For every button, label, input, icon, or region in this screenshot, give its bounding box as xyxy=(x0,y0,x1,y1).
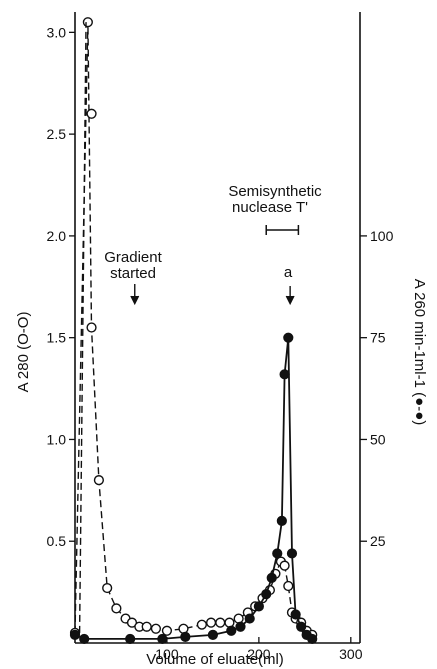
gradient-arrow-head xyxy=(130,295,140,306)
data-point-open xyxy=(86,108,97,119)
data-point-open xyxy=(279,560,290,571)
data-point-filled xyxy=(276,515,287,526)
data-point-open xyxy=(102,582,113,594)
data-point-open xyxy=(141,621,152,632)
peak-annotation-label: a xyxy=(284,264,293,281)
data-point-filled xyxy=(207,629,219,640)
y-right-tick-label: 75 xyxy=(370,330,386,346)
data-point-open xyxy=(161,625,173,636)
data-point-filled xyxy=(235,621,246,632)
data-point-filled xyxy=(296,621,307,632)
gradient-annotation-line2: started xyxy=(110,265,156,282)
data-point-open xyxy=(205,617,217,628)
data-point-filled xyxy=(69,629,81,640)
data-point-filled xyxy=(244,613,255,624)
x-tick-label: 300 xyxy=(339,646,363,662)
data-point-filled xyxy=(266,572,277,583)
data-point-filled xyxy=(272,548,283,559)
data-point-open xyxy=(196,619,207,630)
y-axis-right-label: A 260 min-1ml-1 (●-●) xyxy=(411,279,428,425)
data-point-open xyxy=(178,623,189,634)
data-point-open xyxy=(111,603,122,614)
series-line-0 xyxy=(74,22,313,636)
gradient-annotation-line1: Gradient xyxy=(104,249,162,266)
x-tick-label: 200 xyxy=(247,646,271,662)
data-point-filled xyxy=(283,332,294,343)
data-point-open xyxy=(150,623,162,634)
data-point-filled xyxy=(157,633,168,645)
data-point-filled xyxy=(125,633,136,645)
data-point-filled xyxy=(286,548,298,559)
series-line-early-rise xyxy=(78,22,87,633)
data-point-filled xyxy=(253,601,264,612)
data-point-open xyxy=(283,580,294,592)
data-point-filled xyxy=(279,369,290,380)
y-right-tick-label: 25 xyxy=(370,533,386,549)
peak-arrow-head xyxy=(285,295,295,306)
y-left-tick-label: 1.5 xyxy=(47,330,67,346)
y-left-tick-label: 1.0 xyxy=(47,431,67,447)
y-right-tick-label: 100 xyxy=(370,228,394,244)
y-left-tick-label: 2.5 xyxy=(47,126,67,142)
y-axis-left-label: A 280 (O-O) xyxy=(15,312,32,393)
data-point-filled xyxy=(261,589,272,600)
data-point-filled xyxy=(79,633,90,645)
series-line-2 xyxy=(74,337,313,640)
data-point-filled xyxy=(226,625,237,636)
x-tick-label: 100 xyxy=(155,646,179,662)
data-point-filled xyxy=(180,631,191,642)
data-point-open xyxy=(82,17,93,28)
nuclease-annotation-line2: nuclease T' xyxy=(232,199,308,216)
tick-layer: 100 200 300 0.5 1.0 1.5 2.0 2.5 3.0 25 50 75 100 xyxy=(47,24,394,662)
frame-layer xyxy=(74,12,361,644)
data-point-filled xyxy=(290,609,301,620)
data-point-open xyxy=(86,322,97,333)
data-point-open xyxy=(233,613,244,624)
data-point-open xyxy=(224,617,235,628)
data-point-filled xyxy=(307,633,318,645)
nuclease-annotation-line1: Semisynthetic xyxy=(228,183,322,200)
y-right-tick-label: 50 xyxy=(370,431,386,447)
data-point-open xyxy=(93,475,105,486)
x-axis-label: Volume of eluate(ml) xyxy=(146,651,284,668)
annotation-layer xyxy=(130,225,300,306)
y-left-tick-label: 3.0 xyxy=(47,24,67,40)
y-left-tick-label: 2.0 xyxy=(47,228,67,244)
series-layer xyxy=(69,17,318,645)
y-left-tick-label: 0.5 xyxy=(47,533,67,549)
data-point-open xyxy=(215,617,226,628)
